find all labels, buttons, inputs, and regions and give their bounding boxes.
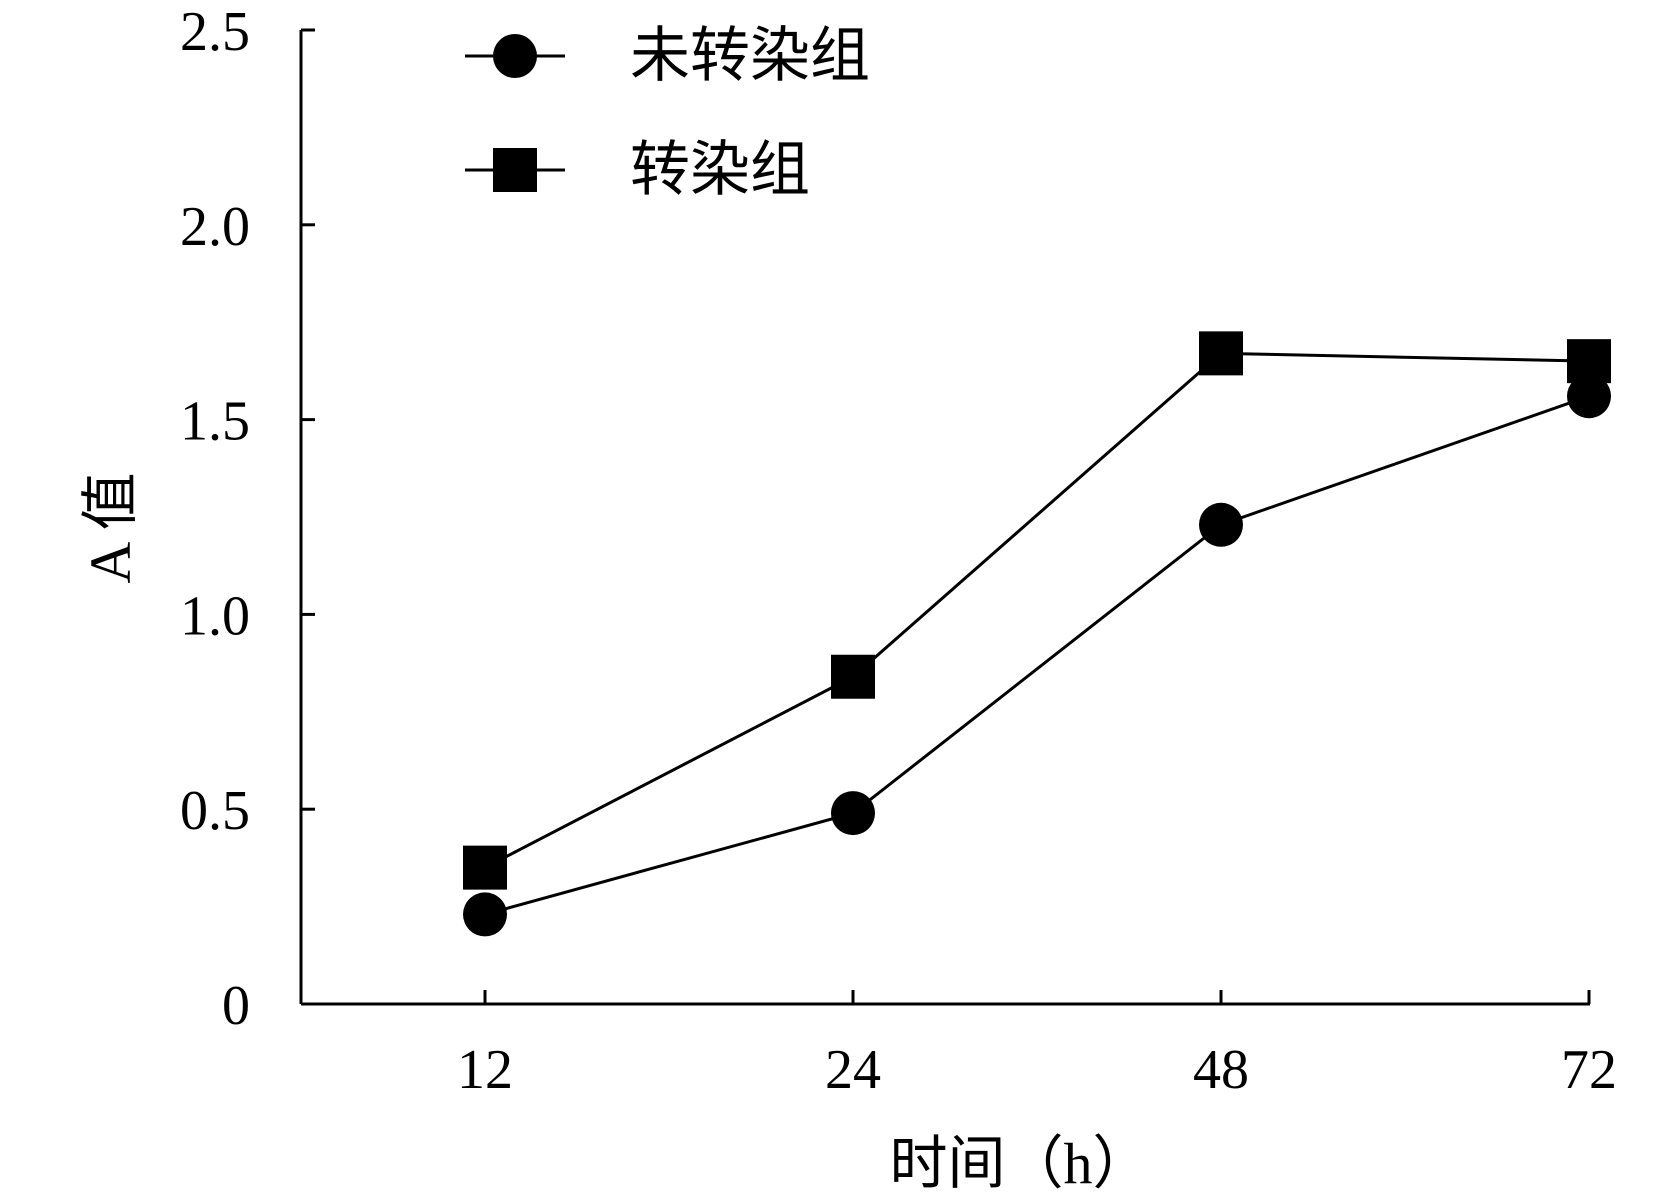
data-point-circle (831, 791, 875, 836)
data-point-square (1199, 331, 1243, 376)
x-axis-title: 时间（h） (889, 1131, 1150, 1196)
data-point-circle (1199, 502, 1243, 547)
y-tick-label: 2.5 (180, 1, 250, 63)
y-tick-label: 1.0 (180, 585, 250, 647)
data-point-square (463, 845, 507, 890)
legend-label: 未转染组 (630, 23, 870, 89)
y-tick-label: 0.5 (180, 780, 250, 842)
y-tick-label: 2.0 (180, 196, 250, 258)
series-layer (463, 331, 1611, 937)
legend-marker-square (493, 148, 537, 192)
legend-item: 未转染组 (465, 23, 870, 89)
y-ticks: 0 0.5 1.0 1.5 2.0 2.5 (180, 1, 315, 1037)
x-tick-label: 24 (825, 1039, 881, 1101)
y-tick-label: 0 (222, 975, 250, 1037)
axes (299, 30, 1590, 1006)
y-tick-label: 1.5 (180, 391, 250, 453)
data-point-circle (1567, 374, 1611, 419)
x-tick-label: 72 (1561, 1039, 1617, 1101)
series-line (484, 394, 1590, 916)
series-2 (463, 331, 1611, 890)
legend-item: 转染组 (465, 137, 810, 203)
data-point-square (1567, 339, 1611, 384)
legend-label: 转染组 (630, 137, 810, 203)
series-1 (463, 374, 1611, 937)
data-point-square (831, 654, 875, 699)
y-axis-title: A 值 (78, 472, 143, 583)
x-tick-label: 12 (457, 1039, 513, 1101)
x-ticks: 12 24 48 72 (457, 990, 1617, 1101)
data-point-circle (463, 892, 507, 937)
legend-marker-circle (493, 34, 537, 78)
x-tick-label: 48 (1193, 1039, 1249, 1101)
series-line (484, 351, 1590, 869)
